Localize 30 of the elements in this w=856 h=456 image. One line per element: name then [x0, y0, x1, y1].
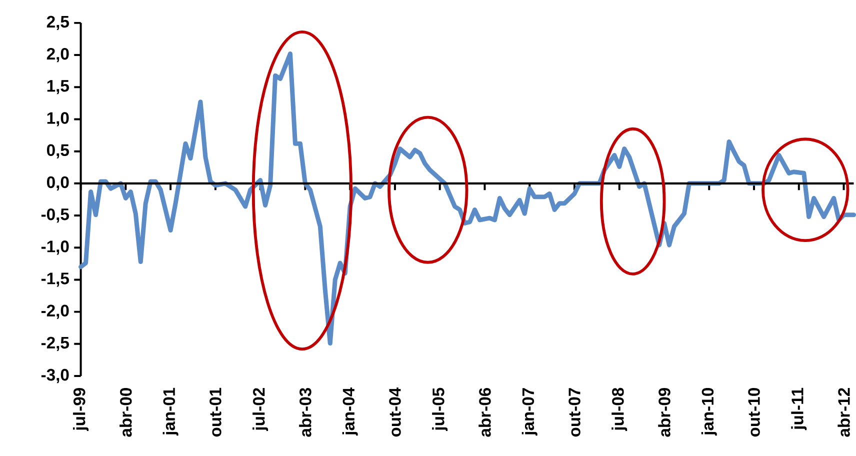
y-tick-label: 0,5 — [47, 144, 69, 159]
x-tick-label: out-07 — [568, 388, 580, 437]
x-tick-label: abr-12 — [838, 388, 850, 437]
x-tick-label: jan-01 — [162, 388, 178, 436]
y-tick-label: 0,0 — [47, 176, 69, 191]
y-tick-label: -2,0 — [41, 304, 69, 319]
x-tick-label: abr-03 — [299, 388, 312, 437]
x-tick-label: jan-10 — [701, 388, 717, 436]
y-tick-label: -2,5 — [41, 336, 69, 352]
x-tick-label: out-04 — [389, 388, 401, 437]
x-tick-label: out-10 — [748, 388, 760, 437]
y-tick-label: -3,0 — [41, 369, 69, 384]
x-tick-label: jul-99 — [73, 388, 89, 432]
x-tick-label: abr-00 — [120, 388, 132, 437]
y-tick-label: -1,5 — [41, 272, 69, 287]
x-tick-label: jul-08 — [612, 388, 628, 432]
x-tick-label: jul-11 — [791, 388, 807, 430]
x-tick-label: out-01 — [210, 388, 222, 437]
y-tick-label: 2,5 — [46, 16, 69, 30]
x-tick-label: abr-06 — [478, 388, 491, 437]
y-tick-label: -0,5 — [41, 208, 69, 223]
y-tick-label: 1,0 — [47, 112, 69, 126]
y-tick-label: 1,5 — [47, 80, 69, 94]
x-tick-label: jul-02 — [252, 388, 268, 432]
x-tick-label: jul-05 — [432, 388, 448, 432]
x-tick-label: jan-04 — [342, 388, 358, 436]
x-tick-label: jan-07 — [522, 388, 538, 436]
y-tick-label: -1,0 — [41, 240, 69, 255]
y-tick-label: 2,0 — [46, 48, 69, 62]
x-tick-label: abr-09 — [658, 388, 670, 437]
